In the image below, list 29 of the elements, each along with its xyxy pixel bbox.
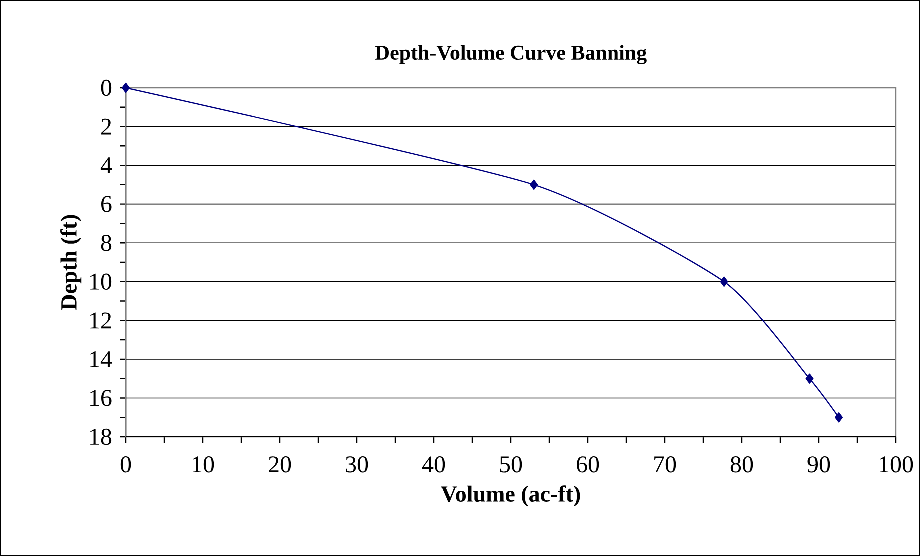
point	[835, 412, 843, 423]
x-tick-label: 0	[120, 456, 132, 473]
y-tick-label: 18	[90, 428, 112, 446]
x-tick-label: 90	[808, 456, 830, 473]
x-tick-label: 80	[730, 456, 754, 473]
point	[530, 180, 538, 190]
x-tick-label: 100	[880, 456, 914, 473]
y-tick-label: 8	[101, 235, 112, 252]
y-tick-label: 4	[100, 158, 112, 174]
x-tick-label: 10	[193, 456, 214, 473]
point	[720, 276, 728, 287]
x-tick-label: 40	[422, 456, 446, 473]
x-axis-title: Volume (ac-ft)	[441, 486, 580, 507]
point	[806, 374, 814, 384]
y-tick-label: 12	[90, 312, 112, 329]
y-tick-label: 0	[101, 80, 112, 96]
y-tick-label: 10	[90, 274, 112, 290]
x-tick-label: 20	[269, 456, 292, 473]
x-tick-label: 60	[577, 456, 600, 473]
chart-title: Depth-Volume Curve Banning	[375, 45, 647, 64]
y-tick-label: 6	[102, 196, 112, 212]
x-tick-label: 70	[654, 456, 676, 473]
y-tick-label: 2	[102, 118, 112, 135]
y-tick-label: 14	[90, 352, 112, 368]
y-axis-title: Depth (ft)	[60, 215, 82, 310]
x-tick-label: 30	[346, 456, 368, 473]
point	[122, 82, 130, 94]
y-tick-label: 16	[90, 390, 112, 406]
x-tick-label: 50	[500, 456, 522, 473]
